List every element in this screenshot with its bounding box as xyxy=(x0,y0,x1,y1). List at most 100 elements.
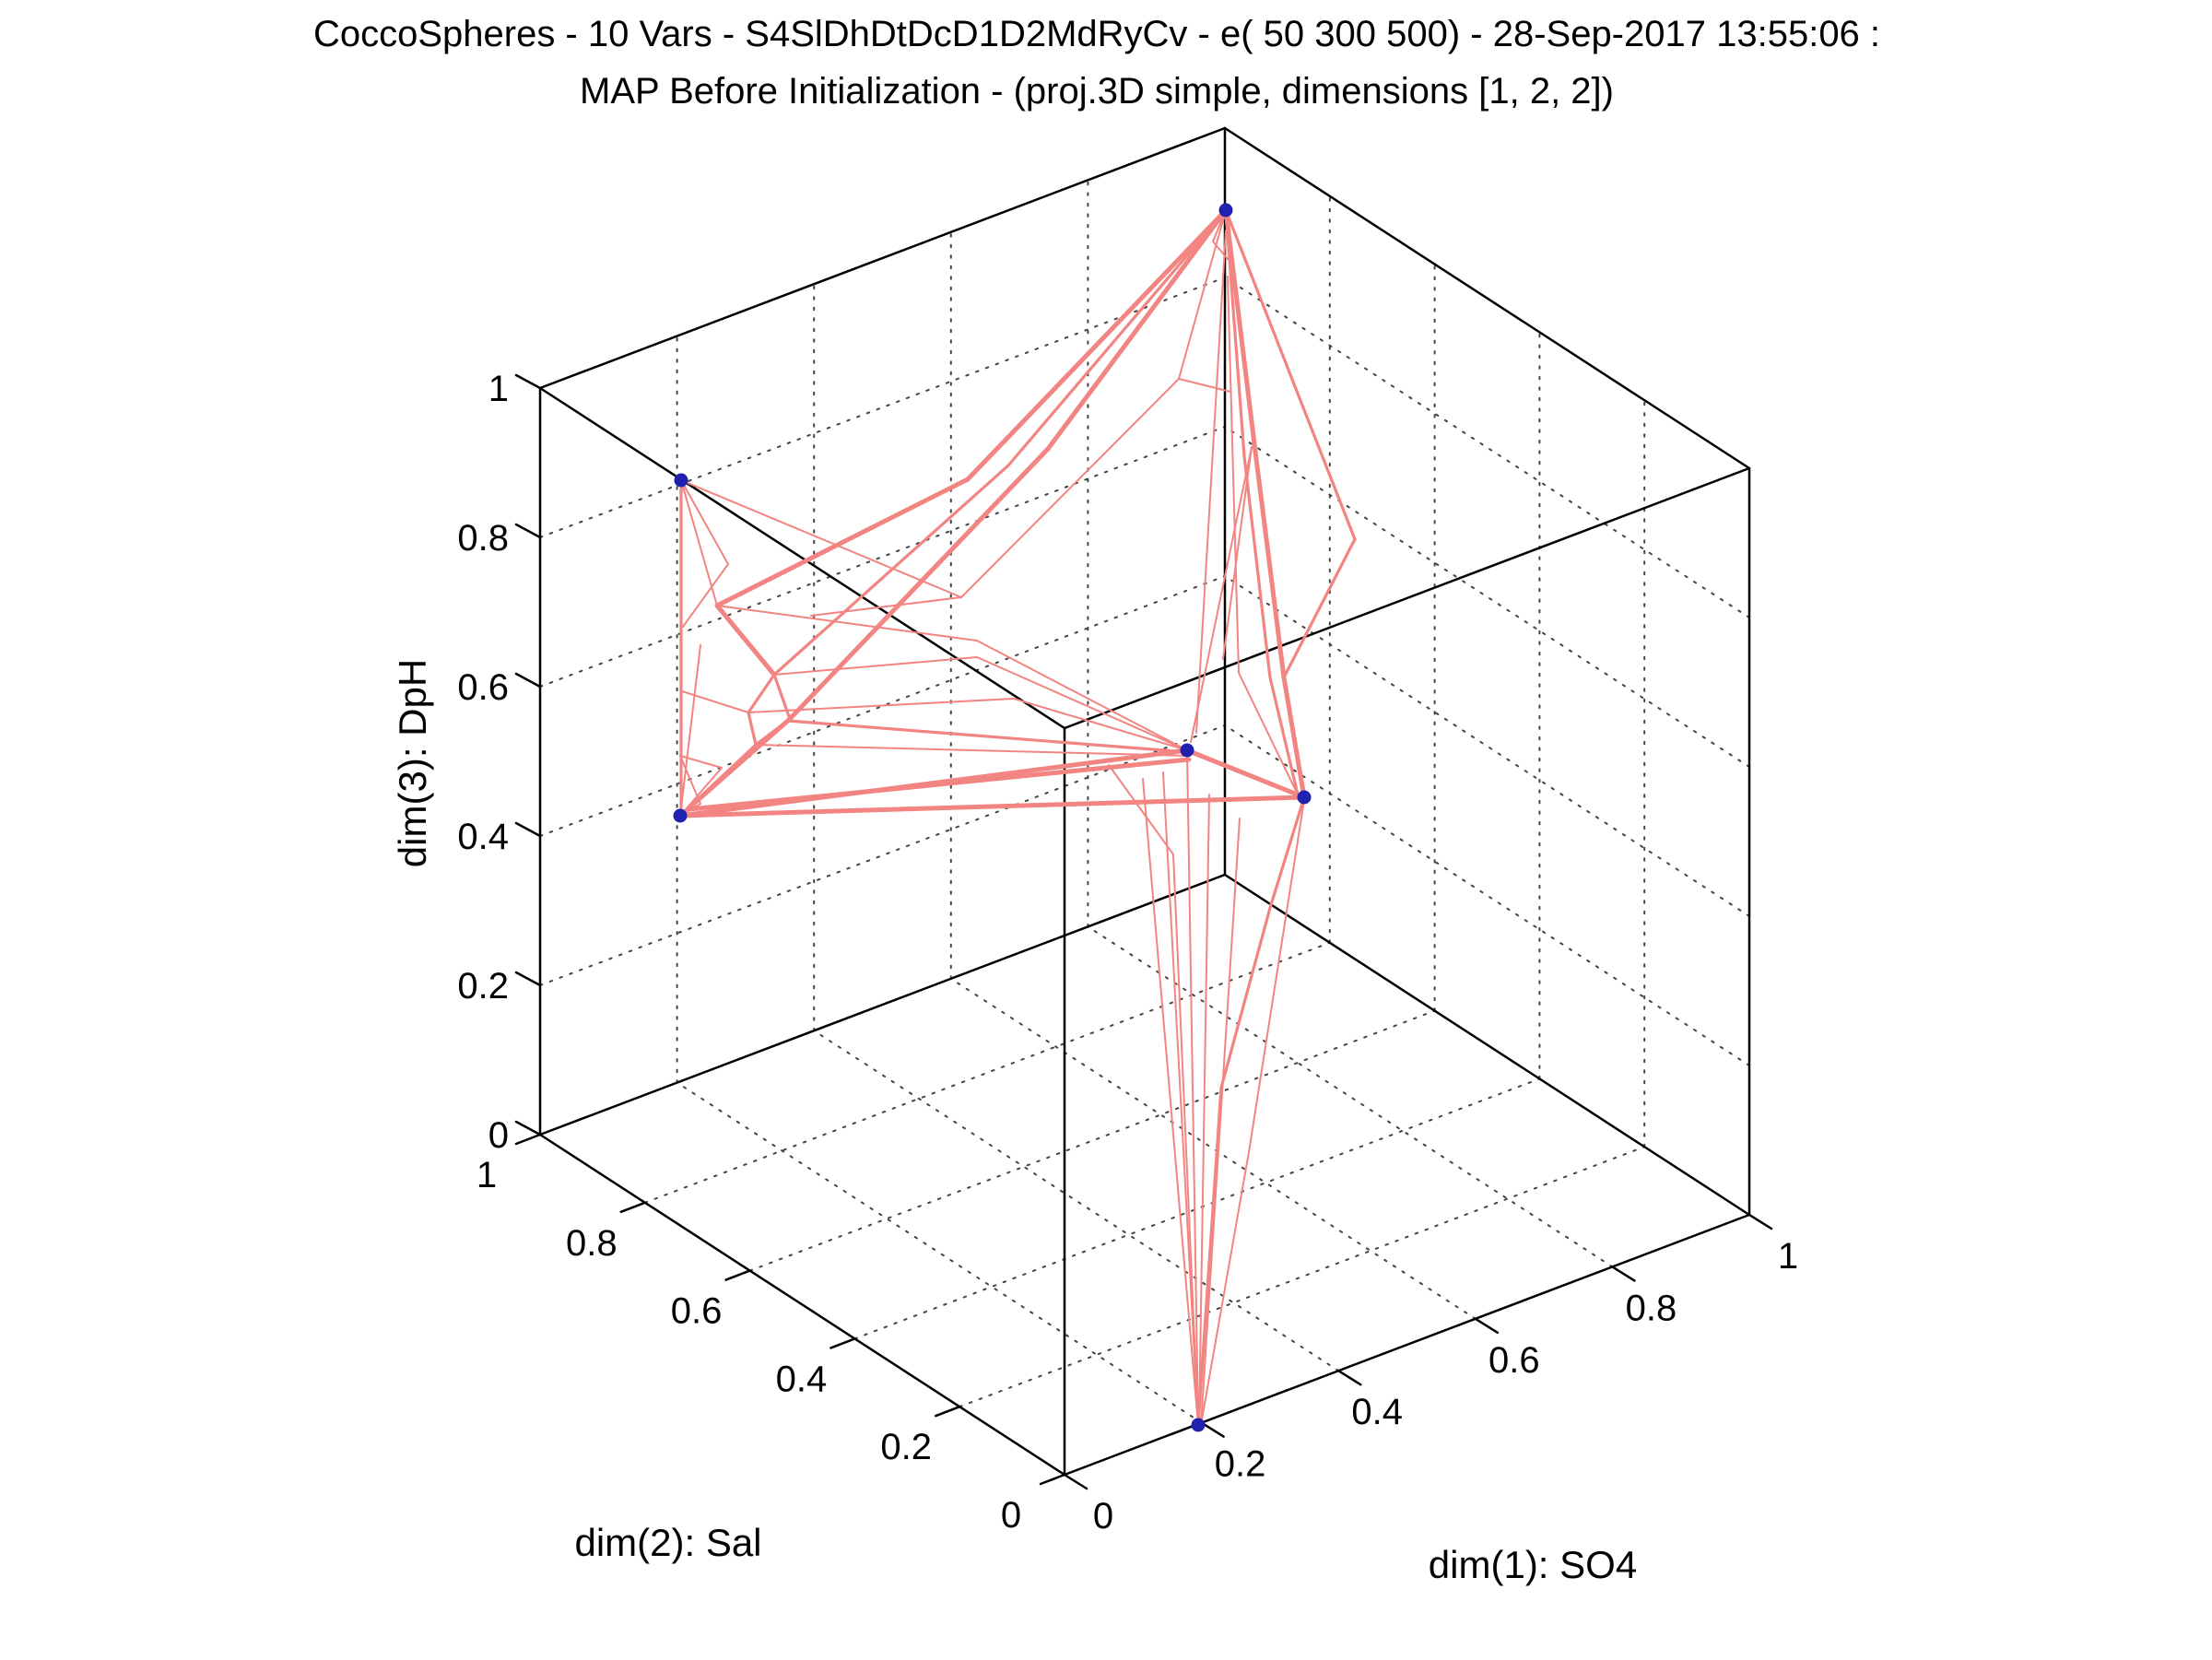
mesh-segment xyxy=(747,711,758,747)
grid-line xyxy=(1224,277,1750,618)
mesh-segment xyxy=(1045,207,1229,452)
mesh-segment xyxy=(1253,449,1287,680)
mesh-segment xyxy=(1172,854,1199,1426)
axis-tick-labels: 00.20.40.60.8100.20.40.60.8100.20.40.60.… xyxy=(457,369,1798,1536)
data-point-marker xyxy=(1218,203,1233,218)
box-edge xyxy=(1223,126,1751,470)
mesh-segment xyxy=(1196,1086,1223,1427)
mesh-segment xyxy=(1108,764,1174,855)
z-tick-label: 0.6 xyxy=(457,667,509,708)
mesh-segment xyxy=(1224,208,1357,541)
mesh-segment xyxy=(714,603,777,677)
mesh-segment xyxy=(747,673,776,714)
z-tick-label: 1 xyxy=(488,369,509,409)
mesh-segment xyxy=(773,656,978,676)
som-mesh-wireframe xyxy=(677,207,1357,1427)
mesh-segment xyxy=(1219,906,1272,1089)
box-edge xyxy=(538,873,1227,1136)
x-tick-label: 1 xyxy=(1778,1236,1798,1277)
z-tick xyxy=(514,971,542,987)
z-tick xyxy=(514,672,542,689)
mesh-segment xyxy=(976,656,1188,751)
grid-line xyxy=(539,426,1226,688)
data-point-marker xyxy=(1191,1418,1206,1432)
mesh-segment xyxy=(755,744,1190,757)
x-tick-label: 0 xyxy=(1093,1496,1113,1536)
mesh-segment xyxy=(1242,454,1272,679)
mesh-segment xyxy=(1184,748,1307,800)
z-tick xyxy=(514,373,542,390)
x-tick-label: 0.4 xyxy=(1351,1392,1403,1432)
x-tick xyxy=(1747,1213,1773,1230)
z-axis-label: dim(3): DpH xyxy=(391,659,434,867)
mesh-segment xyxy=(1013,698,1188,751)
data-point-marker xyxy=(674,473,688,488)
y-tick-label: 0.8 xyxy=(566,1223,618,1264)
x-tick xyxy=(1336,1369,1362,1386)
y-tick-label: 0.6 xyxy=(671,1291,723,1332)
box-edge xyxy=(538,126,1227,390)
mesh-segment xyxy=(810,596,962,617)
box-edge xyxy=(1223,873,1751,1217)
data-point-marker xyxy=(1180,743,1194,758)
mesh-segment xyxy=(1281,675,1307,800)
y-axis-label: dim(2): Sal xyxy=(574,1521,761,1564)
mesh-segment xyxy=(1248,799,1305,1153)
z-tick-label: 0.4 xyxy=(457,817,509,857)
chart-title-line2: MAP Before Initialization - (proj.3D sim… xyxy=(580,71,1614,112)
box-edge xyxy=(1063,1213,1751,1477)
y-tick-label: 0.2 xyxy=(880,1427,932,1467)
mesh-segment xyxy=(681,690,749,713)
mesh-segment xyxy=(680,479,729,565)
x-tick-label: 0.8 xyxy=(1626,1288,1677,1328)
mesh-segment xyxy=(976,640,1188,751)
mesh-segment xyxy=(1006,208,1228,467)
y-tick-label: 0 xyxy=(1001,1495,1021,1536)
mesh-segment xyxy=(1282,537,1357,679)
z-tick-label: 0.2 xyxy=(457,966,509,1007)
axes-box xyxy=(538,126,1751,1477)
mesh-segment xyxy=(1227,276,1240,674)
y-tick xyxy=(934,1405,961,1418)
mesh-segment xyxy=(785,446,1051,724)
mesh-segment xyxy=(747,698,1015,713)
mesh-segment xyxy=(677,795,1307,818)
grid-line xyxy=(643,941,1331,1204)
mesh-segment xyxy=(772,673,792,721)
grid-line xyxy=(959,1146,1646,1408)
mesh-segment xyxy=(1238,672,1299,795)
data-point-marker xyxy=(1297,790,1312,805)
y-tick xyxy=(514,1133,542,1146)
z-tick-label: 0.8 xyxy=(457,518,509,559)
grid-line xyxy=(1224,724,1750,1066)
mesh-segment xyxy=(1268,676,1300,796)
mesh-segment xyxy=(679,755,701,805)
z-tick xyxy=(514,821,542,838)
mesh-segment xyxy=(677,716,793,818)
mesh-segment xyxy=(716,605,978,642)
y-tick-label: 0.4 xyxy=(776,1359,828,1399)
box-edge xyxy=(1063,466,1751,730)
data-point-markers xyxy=(673,203,1312,1432)
data-point-marker xyxy=(673,808,688,823)
mesh-segment xyxy=(772,464,1010,677)
mesh-segment xyxy=(1195,230,1227,734)
mesh-segment xyxy=(1186,749,1199,1426)
mesh-segment xyxy=(1223,207,1258,454)
x-tick xyxy=(1474,1317,1500,1335)
mesh-segment xyxy=(1178,378,1231,393)
box-edge xyxy=(538,386,1066,730)
grid-line xyxy=(1224,575,1750,917)
mesh-segment xyxy=(1198,794,1210,1426)
mesh-segment xyxy=(714,477,971,608)
mesh-segment xyxy=(1212,241,1230,261)
mesh-segment xyxy=(965,207,1229,482)
x-tick xyxy=(1200,1421,1225,1438)
mesh-segment xyxy=(680,479,962,598)
mesh-segment xyxy=(1268,795,1306,910)
chart-title-line1: CoccoSpheres - 10 Vars - S4SlDhDtDcD1D2M… xyxy=(313,14,1880,54)
x-tick-label: 0.2 xyxy=(1215,1444,1266,1485)
mesh-segment xyxy=(1178,209,1227,380)
